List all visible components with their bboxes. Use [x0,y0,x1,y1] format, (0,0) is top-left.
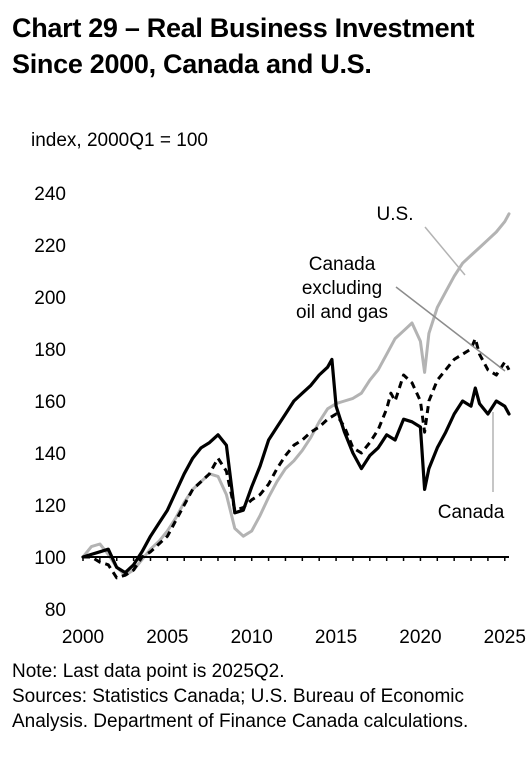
sources-text-line-2: Analysis. Department of Finance Canada c… [12,711,469,732]
y-tick-label: 80 [45,600,66,621]
x-tick-label: 2010 [231,627,273,648]
y-tick-label: 100 [34,548,66,569]
y-tick-label: 140 [34,444,66,465]
annotation-label-canada-ex-oil-gas: Canada [309,254,376,275]
chart-title-line-1: Chart 29 – Real Business Investment [12,13,475,43]
x-tick-label: 2025 [484,627,526,648]
series-line-canada [81,357,511,575]
annotation-label-canada: Canada [438,502,505,523]
y-tick-label: 120 [34,496,66,517]
y-tick-label: 220 [34,236,66,257]
sources-text-line-1: Sources: Statistics Canada; U.S. Bureau … [12,686,464,707]
y-tick-label: 240 [34,184,66,205]
x-tick-label: 2015 [315,627,357,648]
x-tick-label: 2000 [62,627,104,648]
chart-title: Chart 29 – Real Business Investment Sinc… [12,10,522,82]
y-tick-label: 200 [34,288,66,309]
annotation-label-us: U.S. [377,204,414,225]
y-tick-label: 180 [34,340,66,361]
annotation-label-canada-ex-oil-gas: oil and gas [296,302,388,323]
chart-title-line-2: Since 2000, Canada and U.S. [12,49,372,79]
x-tick-label: 2005 [146,627,188,648]
chart-notes: Note: Last data point is 2025Q2. Sources… [12,659,524,734]
x-tick-label: 2020 [399,627,441,648]
note-text: Note: Last data point is 2025Q2. [12,661,285,682]
annotation-label-canada-ex-oil-gas: excluding [302,278,382,299]
series-line-us [81,212,511,577]
y-tick-label: 160 [34,392,66,413]
leader-line-us [424,226,466,276]
series-line-canada-ex-oil-gas [83,337,511,580]
line-chart: 80 100 120 140 160 180 200 220 240 2000 2005 2010 20… [34,184,526,648]
leader-line-canada-ex-oil-gas [395,286,506,372]
y-axis-units-label: index, 2000Q1 = 100 [31,130,208,151]
